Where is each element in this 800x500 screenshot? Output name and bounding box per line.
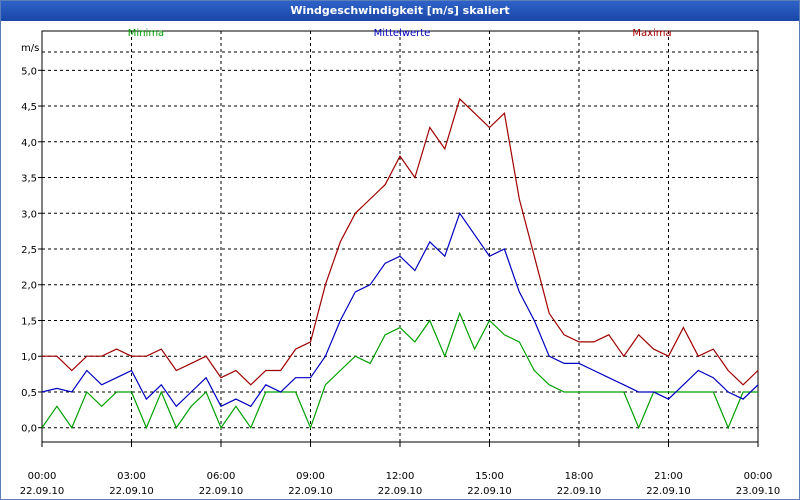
x-tick-label-time: 09:00 (296, 471, 325, 482)
window-title: Windgeschwindigkeit [m/s] skaliert (1, 1, 799, 21)
y-tick-label: 3,0 (21, 209, 37, 220)
y-tick-label: 5,0 (21, 66, 37, 77)
y-tick-label: 3,5 (21, 174, 37, 185)
y-tick-label: 0,5 (21, 388, 37, 399)
line-chart: 0,0 0,5 1,0 1,5 2,0 2,5 3,0 3,5 4,0 4,5 5,0 00:00 22… (20, 28, 781, 497)
x-tick-label-date: 22.09.10 (557, 486, 602, 497)
x-tick-label-time: 18:00 (565, 471, 594, 482)
y-tick-label: 0,0 (21, 424, 37, 435)
y-tick-label: 4,5 (21, 102, 37, 113)
x-tick-label-date: 22.09.10 (288, 486, 333, 497)
series-line-mittelwerte (41, 211, 759, 408)
y-tick-label: 2,0 (21, 281, 37, 292)
legend-mittelwerte: Mittelwerte (374, 28, 431, 39)
x-tick-label-date: 23.09.10 (736, 486, 781, 497)
y-tick-label: 2,5 (21, 245, 37, 256)
legend-maxima: Maxima (632, 28, 671, 39)
x-tick-label-date: 22.09.10 (20, 486, 65, 497)
x-tick-label-time: 06:00 (207, 471, 236, 482)
legend-minima: Minima (128, 28, 164, 39)
x-tick-label-date: 22.09.10 (109, 486, 154, 497)
x-tick-label-time: 15:00 (475, 471, 504, 482)
series-line-maxima (42, 97, 759, 386)
x-tick-label-time: 00:00 (28, 471, 57, 482)
x-tick-label-time: 21:00 (654, 471, 683, 482)
x-tick-label-date: 22.09.10 (199, 486, 244, 497)
plot-frame (41, 30, 759, 443)
x-tick-label-time: 12:00 (386, 471, 415, 482)
y-tick-label: 4,0 (21, 138, 37, 149)
x-tick-label-date: 22.09.10 (467, 486, 512, 497)
y-axis-label: m/s (21, 43, 39, 54)
x-tick-label-date: 22.09.10 (378, 486, 423, 497)
x-tick-label-time: 03:00 (117, 471, 146, 482)
series-line-minima (41, 311, 758, 430)
x-tick-label-time: 00:00 (744, 471, 773, 482)
y-tick-label: 1,0 (21, 352, 37, 363)
x-tick-label-date: 22.09.10 (646, 486, 691, 497)
y-tick-label: 1,5 (21, 316, 37, 327)
